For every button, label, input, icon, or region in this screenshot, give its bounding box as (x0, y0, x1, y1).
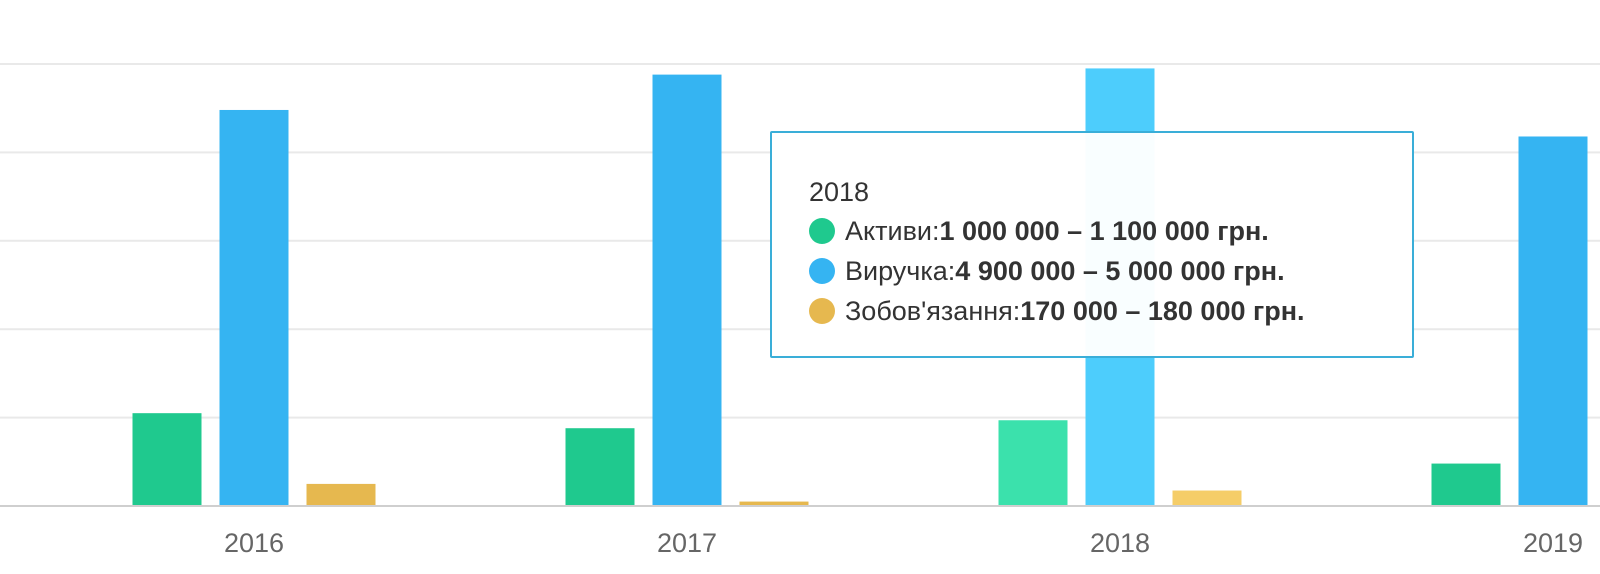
tooltip-label-revenue: Виручка: (845, 256, 956, 286)
bar-liabilities-2018[interactable] (1172, 490, 1242, 506)
x-tick-label-2018: 2018 (1090, 528, 1150, 558)
x-tick-label-2017: 2017 (657, 528, 717, 558)
x-tick-label-2016: 2016 (224, 528, 284, 558)
bar-liabilities-2016[interactable] (306, 483, 376, 506)
revenue-legend-dot (809, 258, 835, 284)
tooltip-value-liabilities: 170 000 – 180 000 грн. (1020, 296, 1305, 326)
bar-revenue-2017[interactable] (652, 74, 722, 506)
bar-revenue-2019[interactable] (1518, 136, 1588, 506)
tooltip-label-assets: Активи: (845, 216, 940, 246)
bar-revenue-2016[interactable] (219, 109, 289, 506)
tooltip: 2018 Активи: 1 000 000 – 1 100 000 грн. … (770, 131, 1414, 358)
liabilities-legend-dot (809, 298, 835, 324)
bar-liabilities-2017[interactable] (739, 501, 809, 506)
x-tick-labels: 2016 2017 2018 2019 (224, 528, 1583, 558)
tooltip-row-liabilities: Зобов'язання: 170 000 – 180 000 грн. (809, 291, 1412, 331)
bar-assets-2017[interactable] (565, 428, 635, 506)
tooltip-row-revenue: Виручка: 4 900 000 – 5 000 000 грн. (809, 251, 1412, 291)
tooltip-value-revenue: 4 900 000 – 5 000 000 грн. (955, 256, 1285, 286)
bar-assets-2018[interactable] (998, 420, 1068, 506)
tooltip-label-liabilities: Зобов'язання: (845, 296, 1021, 326)
tooltip-title: 2018 (809, 177, 870, 207)
tooltip-row-assets: Активи: 1 000 000 – 1 100 000 грн. (809, 211, 1412, 251)
tooltip-value-assets: 1 000 000 – 1 100 000 грн. (939, 216, 1269, 246)
x-tick-label-2019: 2019 (1523, 528, 1583, 558)
bar-assets-2016[interactable] (132, 413, 202, 506)
assets-legend-dot (809, 218, 835, 244)
bar-assets-2019[interactable] (1431, 463, 1501, 506)
